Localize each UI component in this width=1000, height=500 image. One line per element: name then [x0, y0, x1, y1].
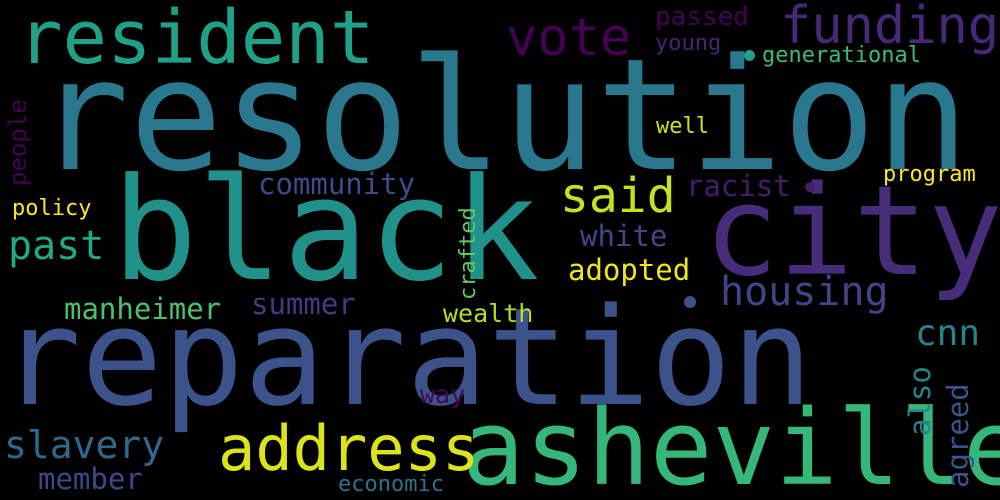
word-racist: racist	[686, 169, 791, 203]
word-crafted: crafted	[456, 207, 481, 300]
dot-mark	[684, 296, 696, 308]
word-black: black	[112, 148, 540, 313]
word-said: said	[560, 168, 676, 224]
word-housing: housing	[720, 269, 889, 315]
word-address: address	[218, 412, 480, 485]
word-people: people	[4, 99, 32, 186]
word-slavery: slavery	[4, 423, 165, 467]
word-community: community	[258, 167, 416, 201]
word-young: young	[655, 31, 722, 56]
word-funding: funding	[780, 0, 1000, 56]
word-passed: passed	[655, 2, 749, 32]
word-asheville: asheville	[462, 387, 1000, 500]
word-summer: summer	[251, 287, 356, 321]
dot-mark	[805, 182, 815, 192]
word-way: way	[420, 380, 466, 409]
word-city: city	[704, 160, 1000, 304]
dot-mark	[744, 50, 755, 61]
word-generational: generational	[762, 43, 921, 68]
word-manheimer: manheimer	[64, 292, 222, 326]
word-cnn: cnn	[915, 313, 981, 354]
word-resident: resident	[18, 0, 375, 81]
word-past: past	[8, 223, 105, 269]
word-member: member	[38, 462, 143, 496]
word-well: well	[656, 114, 709, 139]
word-program: program	[883, 162, 976, 187]
word-white: white	[580, 219, 668, 253]
word-economic: economic	[338, 472, 444, 497]
word-also: also	[903, 366, 937, 436]
word-policy: policy	[12, 196, 92, 221]
word-adopted: adopted	[568, 253, 691, 287]
word-agreed: agreed	[941, 383, 975, 488]
word-wealth: wealth	[443, 299, 534, 328]
word-vote: vote	[506, 8, 632, 68]
word-resolution: resolution	[36, 25, 970, 206]
word-reparation: reparation	[0, 279, 813, 436]
